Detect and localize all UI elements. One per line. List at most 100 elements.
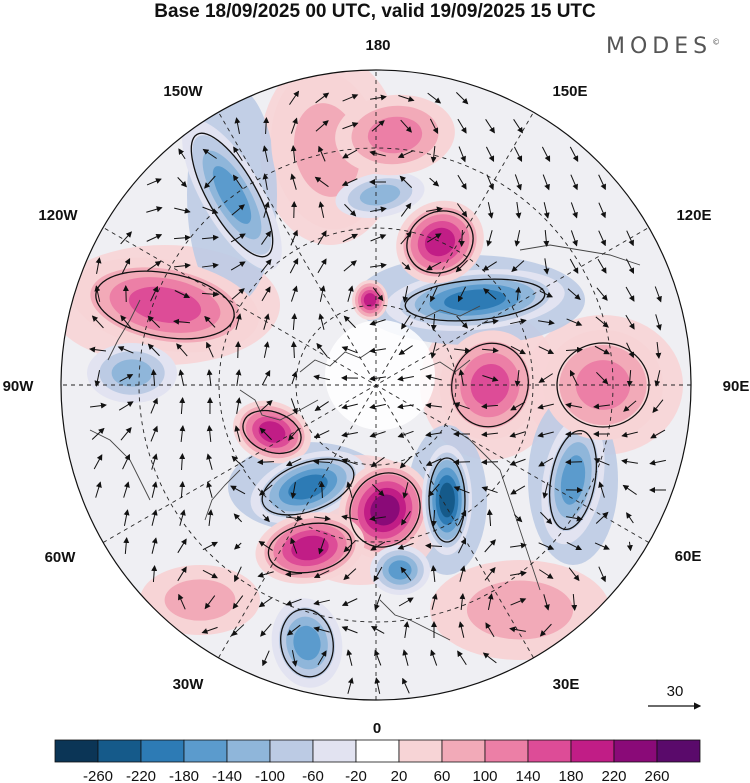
wind-arrow [399, 175, 413, 188]
wind-arrow [485, 146, 495, 163]
wind-arrow [570, 230, 578, 247]
wind-arrow [173, 262, 191, 269]
wind-arrow [398, 597, 414, 607]
wind-arrow [565, 346, 583, 353]
wind-arrow [431, 593, 438, 610]
wind-arrow [146, 178, 162, 186]
coastline [519, 244, 641, 266]
contour-line [95, 270, 235, 340]
colorbar: -260 -220 -180 -140 -100 -60 -20 20 60 100 140 180 2… [54, 739, 701, 783]
wind-arrow [457, 650, 467, 666]
wind-arrow [343, 315, 356, 329]
colorbar-tick-label: -20 [345, 768, 367, 783]
wind-arrow [341, 598, 358, 606]
wind-arrow [425, 402, 443, 409]
wind-arrow [426, 206, 443, 213]
brand-text: MODES [606, 34, 713, 59]
wind-arrow [347, 285, 354, 302]
colorbar-swatch [269, 739, 314, 763]
contour-line [261, 458, 355, 516]
wind-arrow [487, 593, 494, 610]
colorbar-tick-label: 260 [644, 768, 669, 783]
wind-arrow [397, 375, 414, 382]
wind-arrow [402, 677, 410, 694]
wind-arrow [177, 566, 187, 582]
wind-arrow [201, 291, 219, 298]
wind-arrow [430, 342, 437, 359]
wind-arrow [425, 431, 442, 438]
wind-arrow [482, 375, 499, 382]
wind-arrow [369, 150, 386, 157]
wind-arrow [341, 178, 358, 186]
wind-arrow [459, 565, 466, 582]
wind-arrow [117, 346, 134, 354]
colorbar-swatch [527, 739, 572, 763]
wind-arrow [259, 399, 273, 412]
wind-arrow [258, 540, 273, 551]
colorbar-tick-label: -140 [212, 768, 242, 783]
wind-arrow [543, 229, 550, 247]
colorbar-swatch [355, 739, 400, 763]
wind-arrow [457, 118, 467, 134]
colorbar-tick-label: 20 [391, 768, 408, 783]
wind-arrow [234, 566, 242, 583]
label-90e: 90E [723, 378, 750, 395]
reference-vector-label: 30 [667, 683, 684, 700]
wind-arrow [317, 258, 327, 274]
wind-arrow [430, 313, 437, 331]
wind-arrow [151, 453, 158, 470]
wind-arrow [598, 566, 606, 583]
wind-arrow [457, 537, 467, 554]
wind-arrow [626, 512, 634, 524]
wind-arrow [483, 288, 497, 300]
wind-arrow [120, 315, 132, 329]
colorbar-tick-label: -220 [126, 768, 156, 783]
wind-arrow [514, 514, 523, 523]
contour-lines [95, 132, 650, 678]
wind-arrow [346, 649, 353, 666]
wind-arrow [120, 427, 132, 441]
wind-arrow [537, 431, 554, 438]
wind-arrow [342, 94, 359, 102]
wind-arrow [118, 401, 134, 411]
wind-arrow [593, 458, 610, 466]
wind-arrow [202, 262, 219, 269]
wind-arrow [231, 455, 245, 468]
wind-arrow [202, 148, 217, 159]
wind-arrow [234, 425, 241, 442]
wind-arrow [510, 570, 527, 577]
anomaly-cell [430, 560, 610, 660]
wind-arrow [123, 481, 130, 498]
wind-arrow [566, 318, 583, 326]
colorbar-swatch [570, 739, 615, 763]
wind-arrow [235, 369, 242, 386]
wind-arrow [261, 286, 271, 302]
wind-arrow [511, 260, 525, 272]
wind-arrow [231, 624, 245, 637]
wind-arrow [369, 515, 386, 522]
wind-arrow [285, 598, 302, 606]
wind-arrow [484, 566, 496, 581]
wind-arrow [397, 542, 414, 550]
map-title: Base 18/09/2025 00 UTC, valid 19/09/2025… [154, 1, 596, 22]
colorbar-tick-label: -260 [83, 768, 113, 783]
wind-arrow [370, 626, 385, 634]
colorbar-swatch [140, 739, 185, 763]
wind-arrow [371, 484, 385, 497]
wind-arrow [257, 571, 274, 578]
wind-arrow [425, 542, 443, 549]
wind-arrow [453, 347, 471, 354]
wind-arrow [538, 373, 553, 383]
wind-arrow [261, 230, 272, 245]
colorbar-swatch [656, 739, 701, 763]
wind-arrow [206, 481, 213, 498]
wind-arrow [261, 370, 271, 386]
colorbar-swatch [398, 739, 443, 763]
wind-arrow [625, 314, 635, 330]
wind-arrow [90, 402, 107, 409]
wind-arrow [594, 542, 610, 550]
wind-arrow [120, 231, 133, 245]
wind-arrow [317, 650, 327, 666]
label-30w: 30W [173, 676, 205, 693]
wind-arrow [543, 594, 550, 611]
